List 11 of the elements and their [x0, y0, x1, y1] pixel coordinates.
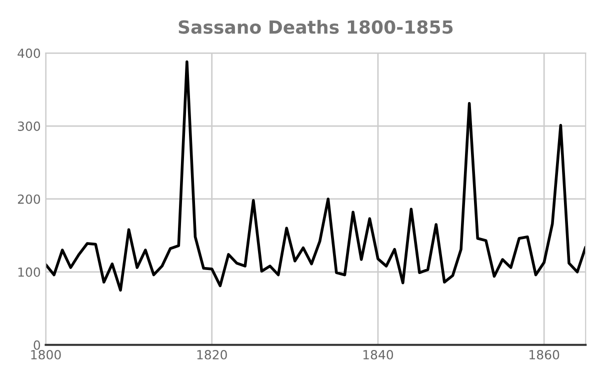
x-tick-label: 1820	[197, 350, 227, 360]
y-tick-label: 100	[18, 267, 40, 277]
y-tick-label: 0	[34, 340, 40, 350]
x-tick-label: 1800	[31, 350, 61, 360]
chart-title: Sassano Deaths 1800-1855	[178, 20, 453, 34]
x-tick-label: 1860	[530, 350, 560, 360]
y-tick-label: 200	[18, 194, 40, 204]
x-tick-label: 1840	[363, 350, 394, 360]
y-tick-label: 400	[18, 48, 40, 58]
y-tick-label: 300	[18, 121, 40, 131]
line-series	[46, 60, 586, 292]
